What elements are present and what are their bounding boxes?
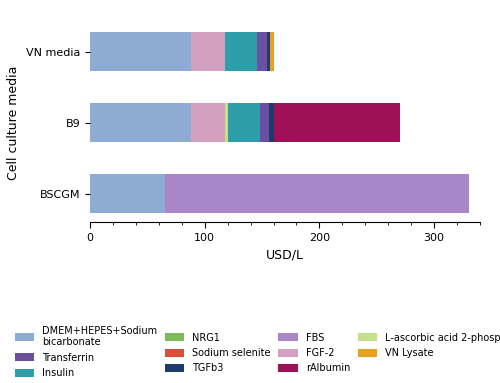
X-axis label: USD/L: USD/L [266,248,304,261]
Legend: DMEM+HEPES+Sodium
bicarbonate, Transferrin, Insulin, NRG1, Sodium selenite, TGFb: DMEM+HEPES+Sodium bicarbonate, Transferr… [15,326,500,378]
Bar [228,103,260,142]
Bar [266,32,270,71]
Y-axis label: Cell culture media: Cell culture media [8,65,20,180]
Bar [90,32,191,71]
Bar [90,103,191,142]
Bar [274,103,400,142]
Bar [90,174,164,213]
Bar [164,174,469,213]
Bar [269,103,274,142]
Bar [191,32,226,71]
Bar [226,103,228,142]
Bar [191,103,226,142]
Bar [260,103,269,142]
Bar [226,32,258,71]
Bar [258,32,266,71]
Bar [270,32,274,71]
